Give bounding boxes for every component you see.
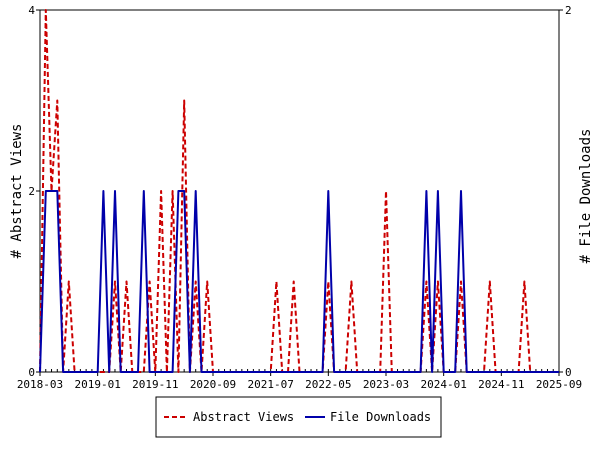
x-tick-label: 2025-09 [536,378,582,391]
x-tick-label: 2018-03 [17,378,63,391]
x-tick-label: 2019-11 [132,378,178,391]
right-axis-title: # File Downloads [578,129,594,264]
legend-label-abstract-views: Abstract Views [193,410,294,424]
x-tick-label: 2022-05 [305,378,351,391]
left-y-axis: 0 2 4 [28,4,40,379]
x-tick-label: 2024-11 [478,378,524,391]
x-tick-label: 2023-03 [363,378,409,391]
abstract-views-line [39,9,559,373]
x-tick-label: 2019-01 [74,378,120,391]
left-y-tick-label: 4 [28,4,35,17]
file-downloads-line [39,190,559,373]
left-y-tick-label: 0 [28,366,35,379]
left-axis-title: # Abstract Views [9,124,25,259]
legend: Abstract Views File Downloads [155,396,442,438]
left-y-tick-label: 2 [28,185,35,198]
x-tick-label: 2021-07 [247,378,293,391]
legend-label-file-downloads: File Downloads [330,410,431,424]
x-axis: 2018-03 2019-01 2019-11 2020-09 2021-07 2022-… [17,369,582,391]
series-layer [39,9,559,373]
legend-box [155,396,442,438]
x-tick-label: 2024-01 [420,378,466,391]
plot-frame [39,9,560,373]
right-y-tick-label: 2 [565,4,572,17]
right-y-tick-label: 0 [565,366,572,379]
right-y-axis: 02 [559,4,572,379]
x-tick-label: 2020-09 [190,378,236,391]
